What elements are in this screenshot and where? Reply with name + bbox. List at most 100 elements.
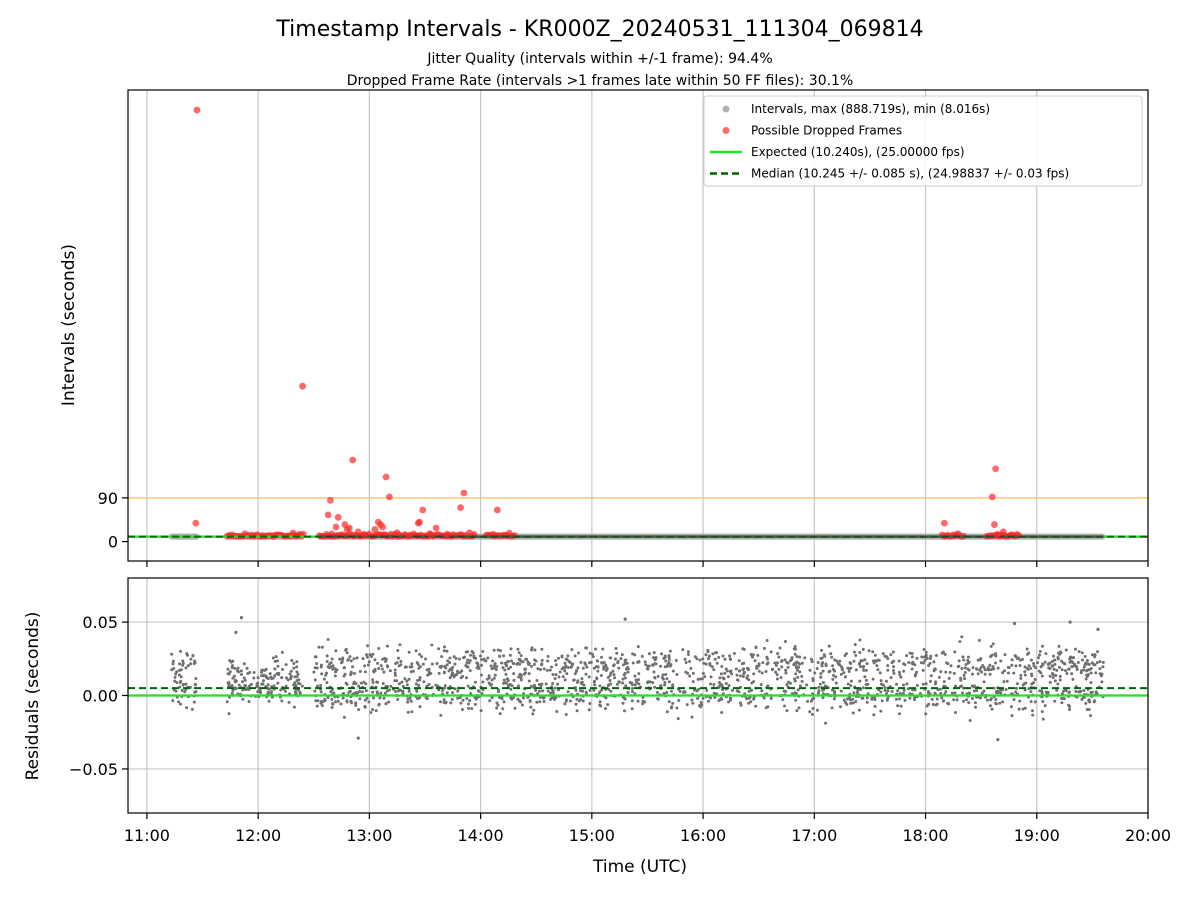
residual-point: [576, 666, 580, 670]
residual-point: [928, 656, 932, 660]
residual-point: [747, 701, 751, 705]
residual-point: [655, 690, 659, 694]
residual-point: [465, 664, 469, 668]
residual-point: [806, 699, 810, 703]
residual-point: [523, 667, 527, 671]
residual-point: [347, 690, 351, 694]
residual-point: [234, 630, 238, 634]
residual-point: [366, 644, 370, 648]
residual-point: [296, 672, 300, 676]
residual-point: [889, 676, 893, 680]
residual-point: [457, 657, 461, 661]
residual-point: [745, 697, 749, 701]
residual-point: [406, 700, 410, 704]
residual-point: [739, 703, 743, 707]
residual-point: [538, 695, 542, 699]
residual-point: [979, 657, 983, 661]
residual-point: [861, 665, 865, 669]
residual-point: [782, 704, 786, 708]
residual-point: [1072, 656, 1076, 660]
residual-point: [472, 656, 476, 660]
residual-point: [628, 681, 632, 685]
residual-point: [749, 700, 753, 704]
residual-point: [742, 670, 746, 674]
residual-point: [899, 704, 903, 708]
residual-point: [289, 677, 293, 681]
residual-point: [496, 648, 500, 652]
residual-point: [339, 702, 343, 706]
residual-point: [785, 660, 789, 664]
residual-point: [943, 652, 947, 656]
residual-point: [466, 702, 470, 706]
residual-point: [314, 699, 318, 703]
residual-point: [183, 690, 187, 694]
residual-point: [898, 697, 902, 701]
residual-point: [898, 712, 902, 716]
residual-point: [177, 700, 181, 704]
residual-point: [434, 683, 438, 687]
residual-point: [453, 687, 457, 691]
residual-point: [1101, 660, 1105, 664]
residual-point: [494, 668, 498, 672]
residual-point: [322, 677, 326, 681]
residual-point: [1002, 680, 1006, 684]
residual-point: [298, 682, 302, 686]
residual-point: [864, 668, 868, 672]
residual-point: [924, 682, 928, 686]
residual-point: [171, 699, 175, 703]
residual-point: [526, 695, 530, 699]
residual-point: [529, 705, 533, 709]
residual-point: [602, 667, 606, 671]
residual-point: [886, 668, 890, 672]
residual-point: [403, 677, 407, 681]
residual-point: [636, 699, 640, 703]
residual-point: [408, 696, 412, 700]
residual-point: [540, 658, 544, 662]
residual-point: [927, 702, 931, 706]
residual-point: [783, 658, 787, 662]
residual-point: [489, 664, 493, 668]
residual-point: [234, 687, 238, 691]
residual-point: [415, 689, 419, 693]
residual-point: [487, 676, 491, 680]
residual-point: [885, 698, 889, 702]
residual-point: [365, 696, 369, 700]
residual-point: [1006, 671, 1010, 675]
residual-point: [974, 667, 978, 671]
residual-point: [1093, 663, 1097, 667]
residual-point: [713, 695, 717, 699]
residual-point: [827, 670, 831, 674]
residual-point: [1004, 687, 1008, 691]
x-tick-label-1600: 16:00: [680, 826, 726, 845]
residual-point: [324, 673, 328, 677]
residual-point: [944, 690, 948, 694]
residual-point: [369, 711, 373, 715]
residual-point: [915, 670, 919, 674]
residual-point: [1098, 660, 1102, 664]
residual-point: [656, 674, 660, 678]
residual-point: [728, 696, 732, 700]
residual-point: [348, 655, 352, 659]
residual-point: [467, 706, 471, 710]
residual-point: [557, 675, 561, 679]
residual-point: [991, 642, 995, 646]
residual-point: [795, 668, 799, 672]
residual-point: [706, 699, 710, 703]
residual-point: [885, 691, 889, 695]
residual-point: [598, 700, 602, 704]
residual-point: [903, 663, 907, 667]
residual-point: [363, 670, 367, 674]
residual-point: [456, 696, 460, 700]
residual-point: [800, 674, 804, 678]
residual-point: [899, 675, 903, 679]
residual-point: [717, 655, 721, 659]
residual-point: [873, 653, 877, 657]
residual-point: [831, 664, 835, 668]
residual-point: [609, 671, 613, 675]
x-tick-label-1200: 12:00: [235, 826, 281, 845]
residual-point: [469, 692, 473, 696]
residual-point: [819, 671, 823, 675]
residual-point: [171, 662, 175, 666]
residual-point: [810, 712, 814, 716]
residual-point: [614, 646, 618, 650]
